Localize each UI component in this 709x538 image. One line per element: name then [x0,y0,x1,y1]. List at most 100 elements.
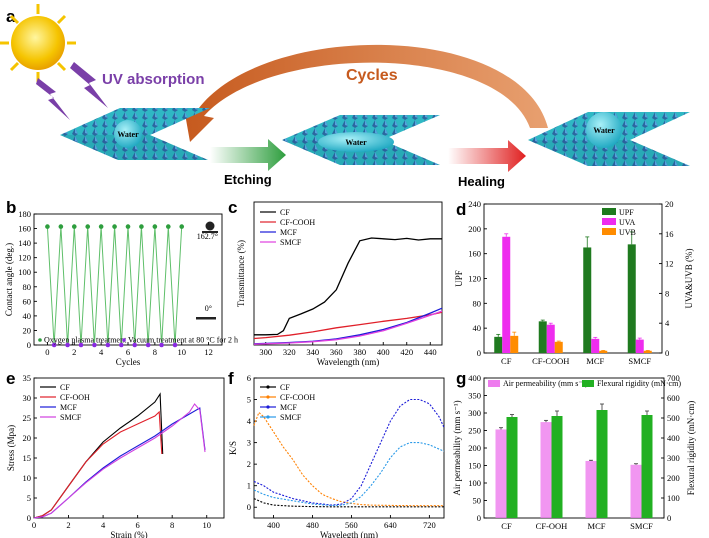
x-tick-label: 10 [202,520,211,530]
y-tick-label: 150 [468,461,481,471]
y-tick-label: 0 [247,502,251,512]
point-vacuum [92,342,97,348]
droplet-glyph [205,221,215,231]
point-oxygen [179,224,185,229]
y-tick-label: 4 [247,416,252,426]
svg-text:c: c [228,198,237,217]
point-oxygen [45,224,50,229]
y-tick-label: 100 [468,478,481,488]
y-tick-label-right: 0 [667,513,671,523]
point-vacuum [78,342,84,348]
plot-frame [253,377,445,519]
y-axis-label-right: UVA&UVB (%) [684,248,694,308]
bar-UVB [643,350,652,353]
y-axis-label: UPF [454,270,464,287]
y-tick-label: 10 [23,473,32,483]
point-vacuum [159,342,164,348]
legend-marker [266,405,270,409]
legend-label: Flexural rigidity (mN·cm) [597,379,681,388]
cycles-label: Cycles [346,67,398,84]
legend-label: UVB [619,228,636,237]
y-axis-label: Stress (Mpa) [6,425,16,471]
x-tick-label: 340 [306,347,319,357]
y-tick-label: 50 [473,496,482,506]
x-tick-label: 2 [72,347,76,357]
category-label: MCF [586,356,604,366]
legend-label: UPF [619,208,634,217]
legend-oxygen: Oxygen plasma treatment [44,336,127,345]
point-vacuum [105,342,111,348]
y-tick-label: 0 [27,340,31,350]
x-tick-label: 6 [126,347,130,357]
bar-UPF [583,247,592,353]
series-line-CF [253,498,444,508]
bar-flex [641,415,653,518]
point-oxygen [165,224,171,229]
x-tick-label: 400 [267,520,280,530]
y-axis-label-right: Flexural rigidity (mN·cm) [686,401,696,495]
x-tick-label: 400 [377,347,390,357]
x-tick-label: 720 [423,520,436,530]
y-tick-label-right: 16 [665,229,674,239]
bar-flex [551,416,563,518]
x-axis-label: Strain (%) [110,530,147,538]
y-tick-label-right: 8 [665,288,669,298]
legend-label: CF-COOH [280,218,315,227]
y-tick-label-right: 0 [665,348,669,358]
y-tick-label: 30 [23,393,32,403]
point-oxygen [152,224,158,229]
x-tick-label: 4 [99,347,104,357]
etching-label: Etching [224,172,272,187]
category-label: CF-OOH [536,521,568,531]
bar-air [630,464,642,518]
chart-stress-strain: 0 2 4 6 8 10 0 5 10 15 20 25 30 35 Strain (%) Stress (M… [6,373,225,538]
category-label: MCF [588,521,606,531]
x-tick-label: 420 [400,347,413,357]
x-tick-label: 12 [204,347,213,357]
x-tick-label: 300 [259,347,272,357]
x-tick-label: 8 [170,520,174,530]
fabric-right: Water [528,112,690,166]
y-tick-label: 5 [247,395,251,405]
point-vacuum [132,342,138,348]
legend-label: SMCF [280,413,302,422]
category-label: CF [501,356,512,366]
x-tick-label: 380 [353,347,366,357]
fabric-left: Water [60,108,210,160]
x-tick-label: 6 [136,520,140,530]
y-tick-label: 15 [23,453,32,463]
series-line-SMCF [253,442,445,507]
bar-UPF [494,336,503,353]
legend-vacuum: Vacuum treatment at 80 °C for 2 h [128,336,238,345]
flat-base [196,317,216,320]
series-line-MCF [253,398,445,506]
y-axis-label: Contact angle (deg.) [4,243,14,316]
y-tick-label: 80 [23,282,32,292]
y-tick-label: 20 [23,325,32,335]
point-vacuum [65,342,70,348]
y-tick-label: 120 [468,274,481,284]
series-line-CF-OOH [33,410,163,519]
fabric-middle: Water [282,115,440,165]
y-tick-label: 40 [23,311,32,321]
legend-marker-vacuum [122,338,126,342]
y-tick-label: 40 [473,323,482,333]
x-tick-label: 10 [177,347,186,357]
x-tick-label: 2 [66,520,70,530]
category-label: CF-COOH [532,356,569,366]
point-vacuum [118,342,124,348]
point-vacuum [145,342,151,348]
y-tick-label: 2 [247,459,251,469]
x-tick-label: 4 [101,520,106,530]
legend-label: SMCF [280,238,302,247]
svg-text:f: f [228,369,234,388]
y-tick-label: 240 [468,199,481,209]
y-tick-label: 1 [247,481,251,491]
plot-frame [253,201,443,346]
y-tick-label: 35 [23,373,32,383]
y-tick-label: 6 [247,373,251,383]
y-tick-label: 250 [468,426,481,436]
legend-swatch [488,380,500,387]
legend-swatch [582,380,594,387]
